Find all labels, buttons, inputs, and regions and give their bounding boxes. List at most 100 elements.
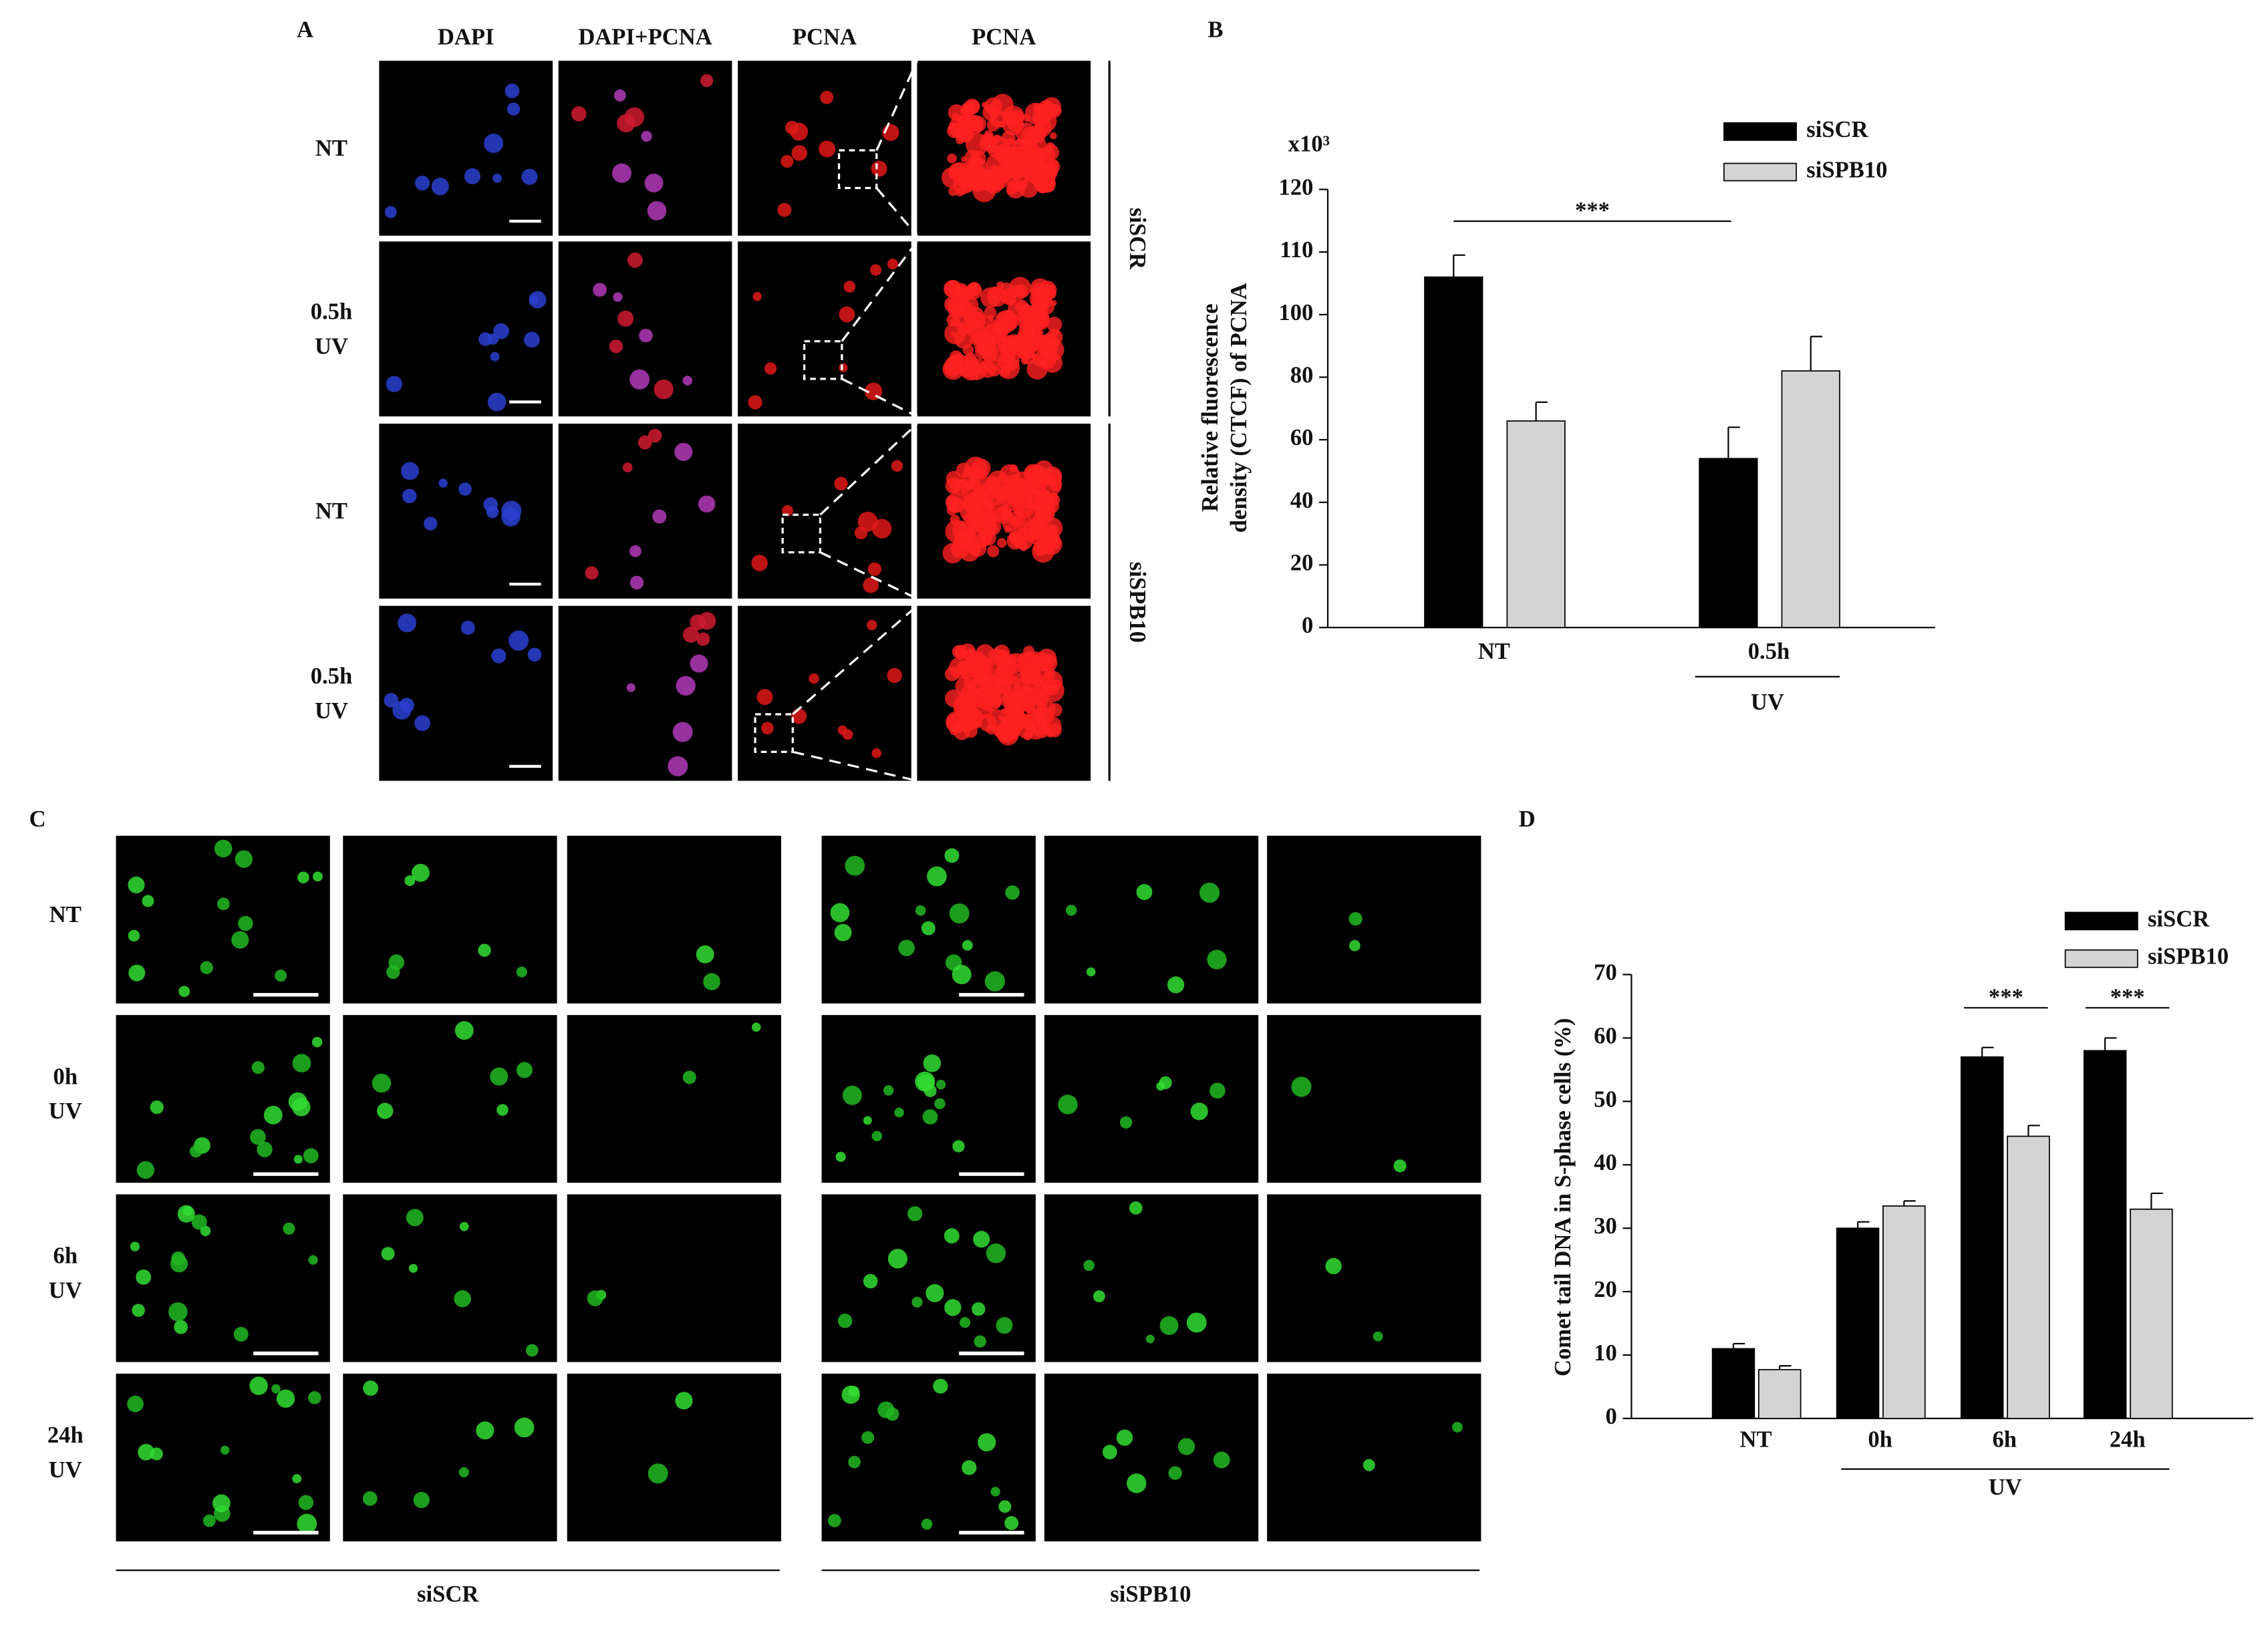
- cell: [516, 966, 527, 978]
- cell: [629, 369, 650, 390]
- cell: [871, 1131, 883, 1142]
- cell: [911, 1296, 923, 1308]
- cell: [863, 1116, 872, 1125]
- cell: [516, 1062, 533, 1078]
- cell: [834, 923, 852, 941]
- micrograph: [1044, 1194, 1259, 1362]
- y-tick-label: 60: [1594, 1023, 1617, 1048]
- micrograph: [343, 1015, 557, 1183]
- cell: [973, 1231, 990, 1248]
- y-tick-label: 10: [1594, 1340, 1617, 1366]
- cell-signal: [950, 166, 962, 178]
- cell: [490, 351, 500, 361]
- cell: [843, 281, 856, 293]
- bar: [2130, 1208, 2173, 1419]
- y-tick-label: 100: [1278, 300, 1313, 325]
- cell: [293, 1155, 303, 1164]
- cell: [609, 339, 623, 353]
- cell: [820, 90, 834, 104]
- y-tick-label: 20: [1594, 1277, 1617, 1302]
- cell-signal: [956, 125, 973, 142]
- cell: [682, 376, 693, 386]
- cell: [933, 1378, 948, 1394]
- cell: [809, 673, 819, 684]
- y-tick-label: 80: [1290, 362, 1314, 388]
- group-label: UV: [1989, 1475, 2022, 1500]
- cell: [381, 1247, 395, 1261]
- cell: [424, 516, 438, 531]
- cell: [647, 201, 667, 220]
- legend-swatch: [2064, 949, 2138, 968]
- cell: [917, 1074, 934, 1091]
- cell: [972, 1302, 986, 1316]
- cell: [177, 1205, 195, 1223]
- cell-signal: [1014, 537, 1026, 549]
- cell-signal: [1041, 533, 1062, 555]
- y-tick-label: 20: [1290, 550, 1314, 575]
- x-tick-label: NT: [1739, 1427, 1771, 1452]
- cell-signal: [958, 709, 980, 731]
- cell: [411, 863, 430, 882]
- cell: [867, 619, 877, 631]
- cell: [835, 1151, 846, 1162]
- cell: [128, 876, 145, 894]
- cell: [848, 1386, 859, 1397]
- cell: [830, 903, 850, 923]
- cell: [1129, 1201, 1143, 1215]
- cell: [178, 986, 190, 998]
- cell: [837, 1314, 853, 1328]
- cell: [887, 668, 902, 684]
- cell-signal: [1046, 316, 1062, 332]
- cell-signal: [956, 322, 971, 336]
- row-label: UV: [315, 333, 348, 359]
- panel-label: C: [29, 806, 46, 832]
- cell: [1213, 1451, 1230, 1469]
- cell: [676, 676, 696, 696]
- zoom-line: [875, 60, 918, 151]
- cell-signal: [990, 140, 998, 148]
- zoom-line: [841, 241, 918, 342]
- cell: [986, 1243, 1006, 1264]
- bar: [1711, 1348, 1755, 1419]
- cell-signal: [1006, 703, 1015, 712]
- cell-signal: [956, 462, 972, 478]
- cell: [629, 545, 642, 557]
- y-tick-label: 70: [1594, 959, 1617, 985]
- cell: [627, 253, 643, 268]
- cell: [624, 107, 645, 127]
- cell: [934, 1098, 946, 1110]
- cell: [857, 511, 878, 532]
- cell: [1325, 1257, 1342, 1275]
- cell: [276, 1389, 295, 1408]
- cell: [292, 1054, 311, 1073]
- zoom-line: [792, 750, 917, 782]
- cell: [251, 1061, 265, 1074]
- cell: [962, 1460, 977, 1475]
- cell: [1065, 905, 1077, 916]
- micrograph: [1044, 835, 1259, 1004]
- cell: [1291, 1076, 1312, 1097]
- legend-swatch: [2064, 911, 2138, 931]
- cell: [1349, 912, 1363, 926]
- cell: [384, 693, 399, 708]
- bar: [1836, 1227, 1880, 1419]
- cell: [944, 1299, 962, 1316]
- cell: [250, 1129, 266, 1145]
- cell-signal: [1013, 514, 1026, 527]
- cell: [478, 943, 491, 957]
- cell-signal: [1016, 653, 1040, 676]
- cell-signal: [1014, 284, 1028, 298]
- cell: [622, 462, 633, 472]
- bar: [2083, 1050, 2127, 1419]
- cell-signal: [964, 497, 984, 516]
- cell: [1116, 1429, 1133, 1446]
- cell: [672, 722, 693, 742]
- cell: [887, 259, 899, 270]
- cell-signal: [1033, 678, 1043, 688]
- cell: [674, 442, 693, 461]
- cell: [509, 630, 529, 651]
- zoom-line: [841, 378, 918, 418]
- bar: [1757, 1368, 1802, 1419]
- cell: [952, 1140, 965, 1153]
